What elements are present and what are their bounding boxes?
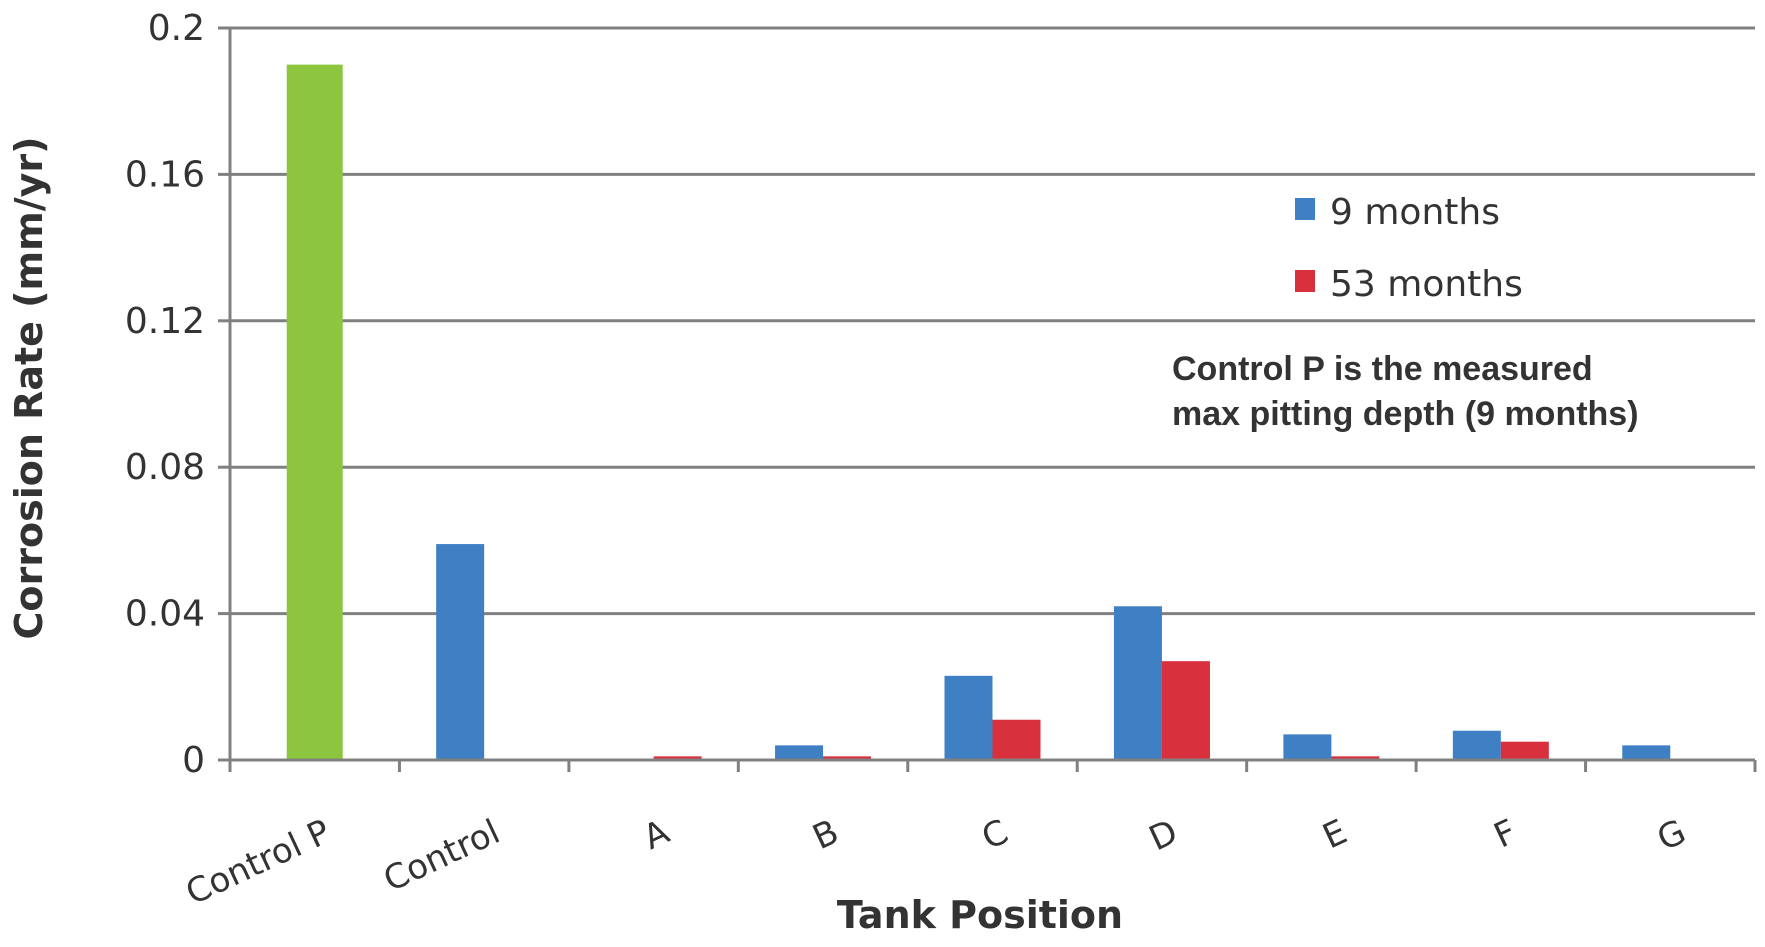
x-category-label: C xyxy=(976,812,1014,858)
axes xyxy=(228,28,1757,772)
bars xyxy=(286,64,1671,761)
y-tick-label: 0.08 xyxy=(125,447,205,488)
x-category-label: B xyxy=(807,812,845,858)
gridlines xyxy=(230,26,1755,616)
annotation-line-2: max pitting depth (9 months) xyxy=(1172,395,1639,433)
y-tick-label: 0.04 xyxy=(125,594,205,635)
annotation-line-1: Control P is the measured xyxy=(1172,350,1593,388)
bar-9-months-f xyxy=(1452,730,1501,760)
legend-swatch-53-months xyxy=(1295,270,1315,292)
y-axis-title: Corrosion Rate (mm/yr) xyxy=(7,137,51,640)
legend-label-9-months: 9 months xyxy=(1330,192,1500,233)
bar-9-months-b xyxy=(775,745,824,760)
bar-9-months-d xyxy=(1113,606,1162,760)
x-category-label: A xyxy=(637,812,675,858)
legend: 9 months 53 months xyxy=(1295,192,1523,305)
bar-9-months-control xyxy=(436,544,485,760)
x-category-label: Control P xyxy=(180,812,337,913)
y-tick-label: 0.2 xyxy=(148,8,205,49)
x-category-label: E xyxy=(1317,812,1353,857)
x-category-label: D xyxy=(1143,812,1184,859)
x-axis-title: Tank Position xyxy=(837,893,1123,937)
annotation: Control P is the measured max pitting de… xyxy=(1172,350,1639,433)
y-tick-label: 0.12 xyxy=(125,301,205,342)
x-category-label: G xyxy=(1651,812,1692,859)
x-category-label: F xyxy=(1488,812,1523,857)
bar-53-months-e xyxy=(1331,756,1380,760)
bar-53-months-f xyxy=(1500,741,1549,760)
bar-53-months-a xyxy=(653,756,702,760)
legend-swatch-9-months xyxy=(1295,198,1315,220)
y-axis-ticks: 0 0.04 0.08 0.12 0.16 0.2 xyxy=(125,8,230,781)
bar-9-months-e xyxy=(1283,734,1332,760)
bar-control-p xyxy=(286,64,343,761)
bar-53-months-d xyxy=(1161,661,1210,760)
legend-label-53-months: 53 months xyxy=(1330,264,1523,305)
x-category-label: Control xyxy=(378,812,506,900)
bar-53-months-b xyxy=(823,756,872,760)
bar-53-months-c xyxy=(992,719,1041,760)
bar-9-months-c xyxy=(944,675,993,760)
y-tick-label: 0.16 xyxy=(125,154,205,195)
bar-9-months-g xyxy=(1622,745,1671,760)
y-tick-label: 0 xyxy=(182,740,205,781)
